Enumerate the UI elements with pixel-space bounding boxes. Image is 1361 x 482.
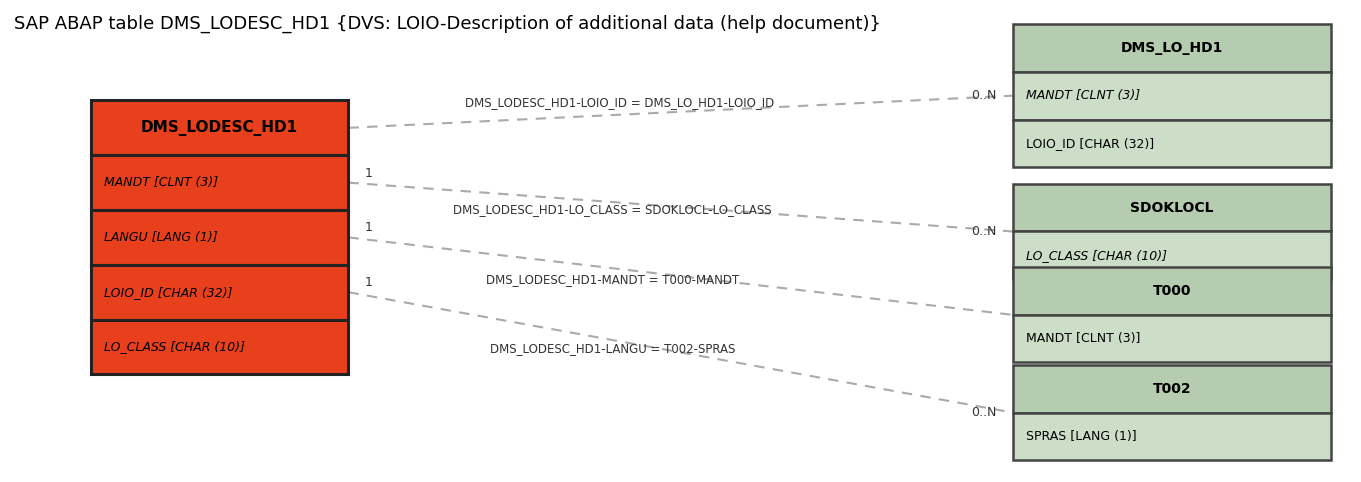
Text: DMS_LODESC_HD1-LOIO_ID = DMS_LO_HD1-LOIO_ID: DMS_LODESC_HD1-LOIO_ID = DMS_LO_HD1-LOIO… — [465, 96, 774, 109]
Text: DMS_LODESC_HD1-LANGU = T002-SPRAS: DMS_LODESC_HD1-LANGU = T002-SPRAS — [490, 342, 735, 355]
Text: LANGU [LANG (1)]: LANGU [LANG (1)] — [105, 231, 218, 244]
Text: SDOKLOCL: SDOKLOCL — [1130, 201, 1214, 214]
Text: 0..N: 0..N — [970, 406, 996, 419]
Text: 0..N: 0..N — [970, 225, 996, 238]
Text: 1: 1 — [365, 221, 373, 234]
FancyBboxPatch shape — [91, 210, 348, 265]
FancyBboxPatch shape — [1013, 315, 1331, 362]
Text: LOIO_ID [CHAR (32)]: LOIO_ID [CHAR (32)] — [1026, 137, 1154, 150]
FancyBboxPatch shape — [91, 320, 348, 375]
FancyBboxPatch shape — [91, 265, 348, 320]
FancyBboxPatch shape — [1013, 72, 1331, 120]
Text: LO_CLASS [CHAR (10)]: LO_CLASS [CHAR (10)] — [1026, 249, 1168, 262]
Text: SAP ABAP table DMS_LODESC_HD1 {DVS: LOIO-Description of additional data (help do: SAP ABAP table DMS_LODESC_HD1 {DVS: LOIO… — [14, 14, 881, 33]
Text: 1: 1 — [365, 167, 373, 180]
Text: MANDT [CLNT (3)]: MANDT [CLNT (3)] — [1026, 332, 1141, 345]
FancyBboxPatch shape — [1013, 24, 1331, 72]
Text: 1: 1 — [365, 276, 373, 289]
Text: DMS_LO_HD1: DMS_LO_HD1 — [1120, 41, 1224, 55]
FancyBboxPatch shape — [1013, 365, 1331, 413]
FancyBboxPatch shape — [91, 155, 348, 210]
FancyBboxPatch shape — [1013, 267, 1331, 315]
Text: MANDT [CLNT (3)]: MANDT [CLNT (3)] — [1026, 89, 1141, 102]
FancyBboxPatch shape — [1013, 120, 1331, 167]
Text: DMS_LODESC_HD1: DMS_LODESC_HD1 — [142, 120, 298, 136]
Text: DMS_LODESC_HD1-MANDT = T000-MANDT: DMS_LODESC_HD1-MANDT = T000-MANDT — [486, 273, 739, 286]
FancyBboxPatch shape — [1013, 231, 1331, 279]
FancyBboxPatch shape — [1013, 184, 1331, 231]
FancyBboxPatch shape — [1013, 413, 1331, 460]
Text: DMS_LODESC_HD1-LO_CLASS = SDOKLOCL-LO_CLASS: DMS_LODESC_HD1-LO_CLASS = SDOKLOCL-LO_CL… — [453, 203, 772, 216]
Text: SPRAS [LANG (1)]: SPRAS [LANG (1)] — [1026, 430, 1136, 443]
Text: LO_CLASS [CHAR (10)]: LO_CLASS [CHAR (10)] — [105, 340, 245, 353]
Text: MANDT [CLNT (3)]: MANDT [CLNT (3)] — [105, 176, 219, 189]
FancyBboxPatch shape — [91, 100, 348, 155]
Text: 0..N: 0..N — [970, 89, 996, 102]
Text: LOIO_ID [CHAR (32)]: LOIO_ID [CHAR (32)] — [105, 286, 233, 299]
Text: T002: T002 — [1153, 382, 1191, 396]
Text: T000: T000 — [1153, 284, 1191, 298]
